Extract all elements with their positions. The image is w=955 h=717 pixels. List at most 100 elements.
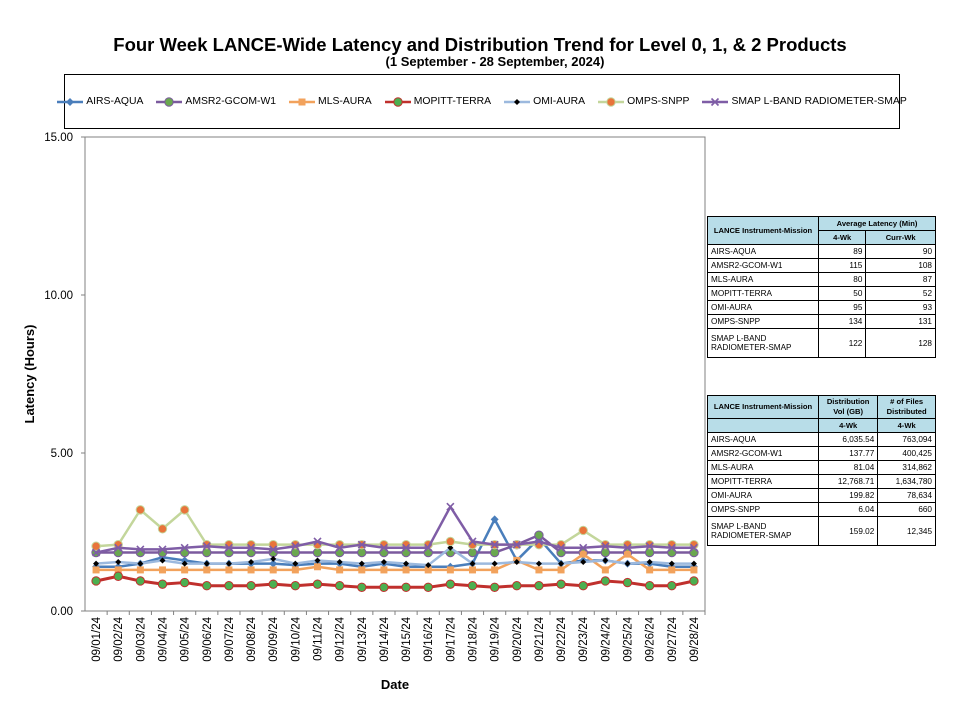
data-point-airs-aqua bbox=[490, 515, 499, 524]
data-point-smap-l-band-radiometer-smap bbox=[446, 502, 455, 511]
latency-row: MLS-AURA 80 87 bbox=[707, 272, 936, 287]
series-line-omps-snpp bbox=[95, 508, 694, 548]
data-point-mls-aura bbox=[136, 566, 144, 574]
latency-row-value-1: 134 bbox=[817, 314, 867, 329]
distribution-row: MOPITT-TERRA 12,768.71 1,634,780 bbox=[707, 474, 936, 489]
data-point-smap-l-band-radiometer-smap bbox=[357, 540, 366, 549]
data-point-omi-aura bbox=[535, 560, 542, 567]
data-point-omi-aura bbox=[447, 544, 454, 551]
data-point-mls-aura bbox=[225, 566, 233, 574]
latency-row: MOPITT-TERRA 50 52 bbox=[707, 286, 936, 301]
latency-row: OMI-AURA 95 93 bbox=[707, 300, 936, 315]
x-tick-label: 09/02/24 bbox=[113, 616, 125, 661]
data-point-smap-l-band-radiometer-smap bbox=[490, 540, 499, 549]
data-point-mls-aura bbox=[314, 563, 321, 571]
data-point-amsr2-gcom-w1 bbox=[467, 547, 478, 558]
data-point-mopitt-terra bbox=[445, 579, 456, 589]
x-tick-label: 09/13/24 bbox=[357, 616, 369, 661]
data-point-mopitt-terra bbox=[290, 581, 301, 591]
x-tick-label: 09/20/24 bbox=[512, 616, 524, 661]
data-point-mls-aura bbox=[380, 566, 388, 574]
data-point-mopitt-terra bbox=[202, 581, 212, 591]
legend-swatch bbox=[289, 98, 316, 105]
data-point-mls-aura bbox=[203, 566, 211, 574]
data-point-mopitt-terra bbox=[467, 581, 478, 591]
data-point-mopitt-terra bbox=[622, 577, 633, 588]
data-point-mopitt-terra bbox=[135, 576, 146, 586]
data-point-amsr2-gcom-w1 bbox=[312, 547, 323, 558]
x-tick-label: 09/23/24 bbox=[578, 616, 590, 661]
y-tick-label: 5.00 bbox=[51, 448, 73, 460]
legend-label: SMAP L-BAND RADIOMETER-SMAP bbox=[731, 96, 907, 107]
x-tick-label: 09/19/24 bbox=[490, 616, 502, 661]
data-point-omi-aura bbox=[558, 560, 565, 567]
distribution-row-name: AIRS-AQUA bbox=[707, 432, 819, 447]
data-point-omi-aura bbox=[159, 557, 166, 564]
data-point-mls-aura bbox=[624, 550, 631, 558]
series-line-mopitt-terra bbox=[95, 574, 695, 589]
legend-swatch-marker bbox=[393, 96, 403, 107]
data-point-smap-l-band-radiometer-smap bbox=[601, 542, 610, 551]
data-point-mls-aura bbox=[358, 566, 366, 574]
data-point-smap-l-band-radiometer-smap bbox=[424, 543, 433, 552]
latency-row-value-2: 90 bbox=[865, 244, 936, 259]
data-point-mls-aura bbox=[469, 566, 476, 574]
x-tick-label: 09/03/24 bbox=[135, 616, 147, 661]
data-point-smap-l-band-radiometer-smap bbox=[136, 545, 145, 554]
data-point-omi-aura bbox=[469, 560, 476, 567]
latency-row-name: OMPS-SNPP bbox=[707, 314, 819, 329]
data-point-amsr2-gcom-w1 bbox=[357, 547, 367, 558]
data-point-mopitt-terra bbox=[644, 581, 655, 591]
data-point-amsr2-gcom-w1 bbox=[179, 547, 190, 558]
latency-row-value-2: 52 bbox=[865, 286, 936, 301]
x-tick-label: 09/08/24 bbox=[246, 616, 258, 661]
data-point-mopitt-terra bbox=[379, 582, 389, 592]
data-point-mopitt-terra bbox=[534, 581, 544, 591]
legend-swatch bbox=[598, 96, 625, 107]
data-point-mopitt-terra bbox=[556, 579, 566, 589]
data-point-omi-aura bbox=[690, 560, 697, 567]
latency-row-value-2: 87 bbox=[865, 272, 936, 287]
legend-label: MOPITT-TERRA bbox=[413, 96, 492, 107]
data-point-omi-aura bbox=[425, 562, 432, 569]
distribution-row-value-2: 314,862 bbox=[877, 460, 936, 475]
data-point-amsr2-gcom-w1 bbox=[224, 547, 234, 558]
data-point-mopitt-terra bbox=[600, 576, 611, 586]
data-point-omi-aura bbox=[358, 560, 365, 567]
x-tick-label: 09/28/24 bbox=[689, 616, 701, 661]
data-point-amsr2-gcom-w1 bbox=[689, 547, 699, 558]
data-point-omi-aura bbox=[292, 560, 299, 567]
data-point-smap-l-band-radiometer-smap bbox=[579, 543, 588, 552]
latency-row: OMPS-SNPP 134 131 bbox=[707, 314, 936, 329]
data-point-mopitt-terra bbox=[268, 579, 278, 589]
data-point-smap-l-band-radiometer-smap bbox=[512, 540, 521, 549]
data-point-amsr2-gcom-w1 bbox=[489, 547, 500, 558]
data-point-mls-aura bbox=[291, 566, 299, 574]
distribution-row-name: MLS-AURA bbox=[707, 460, 819, 475]
distribution-row-value-2: 1,634,780 bbox=[877, 474, 936, 489]
data-point-mopitt-terra bbox=[401, 582, 411, 592]
latency-row-value-1: 115 bbox=[817, 258, 867, 273]
data-point-mls-aura bbox=[92, 566, 100, 574]
data-point-smap-l-band-radiometer-smap bbox=[689, 543, 698, 552]
data-point-omi-aura bbox=[93, 560, 100, 567]
plot-area bbox=[84, 136, 706, 612]
latency-row-value-1: 95 bbox=[817, 300, 867, 315]
data-point-mopitt-terra bbox=[224, 581, 234, 591]
legend-item-omi-aura: OMI-AURA bbox=[504, 96, 585, 107]
distribution-row: MLS-AURA 81.04 314,862 bbox=[707, 460, 936, 475]
legend-swatch bbox=[57, 97, 84, 106]
latency-table: LANCE Instrument-Mission Average Latency… bbox=[707, 216, 936, 358]
data-point-amsr2-gcom-w1 bbox=[534, 530, 544, 540]
dist-subheader-files-4wk: 4-Wk bbox=[877, 418, 936, 433]
legend-item-smap-l-band-radiometer-smap: SMAP L-BAND RADIOMETER-SMAP bbox=[702, 96, 907, 107]
data-point-mopitt-terra bbox=[312, 579, 323, 589]
data-point-amsr2-gcom-w1 bbox=[667, 547, 677, 558]
latency-row-name: MLS-AURA bbox=[707, 272, 819, 287]
data-point-smap-l-band-radiometer-smap bbox=[247, 543, 256, 552]
data-point-omi-aura bbox=[203, 560, 210, 567]
data-point-mls-aura bbox=[181, 566, 189, 574]
data-point-smap-l-band-radiometer-smap bbox=[291, 542, 300, 551]
latency-subheader-currwk: Curr-Wk bbox=[865, 230, 936, 245]
